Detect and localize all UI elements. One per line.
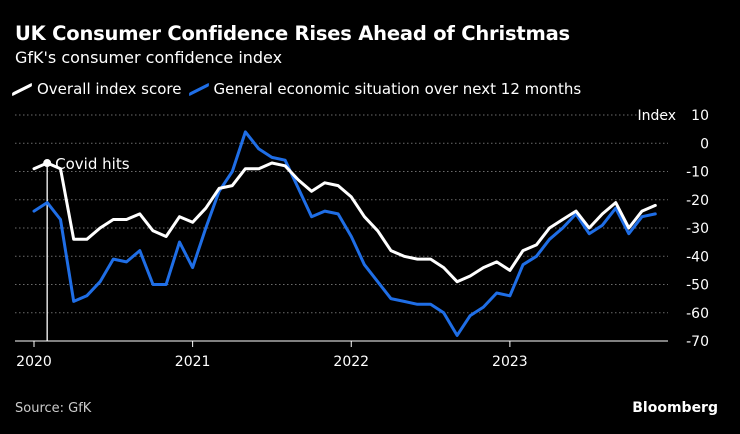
y-tick-label: -20 [686, 193, 709, 209]
series-line-overall [32, 161, 657, 284]
annotation-label: Covid hits [55, 155, 130, 173]
source-note: Source: GfK [15, 401, 92, 416]
grid-layer [15, 114, 668, 314]
y-tick-label: -70 [686, 334, 709, 350]
y-tick-label: 0 [700, 136, 709, 152]
y-axis-title: Index [637, 108, 676, 124]
series-line-general [32, 130, 657, 337]
x-tick-label: 2022 [333, 354, 369, 370]
x-tick-label: 2021 [175, 354, 211, 370]
chart-subtitle: GfK's consumer confidence index [15, 48, 283, 67]
y-tick-label: -50 [686, 278, 709, 294]
y-tick-label: -30 [686, 221, 709, 237]
bloomberg-logo: Bloomberg [632, 400, 718, 416]
x-tick-label: 2020 [16, 354, 52, 370]
legend-label-overall: Overall index score [37, 80, 182, 98]
y-tick-label: -10 [686, 165, 709, 181]
chart-title: UK Consumer Confidence Rises Ahead of Ch… [15, 22, 570, 45]
label-layer: 10 0 -10 -20 -30 -40 -50 -60 -70 Index 2020 2021 202… [16, 108, 709, 370]
axis-layer [15, 340, 668, 347]
legend-label-general: General economic situation over next 12 … [213, 80, 582, 98]
y-tick-label: 10 [691, 108, 709, 124]
legend: Overall index score General economic sit… [12, 80, 591, 98]
x-tick-label: 2023 [492, 354, 528, 370]
series-layer [32, 130, 657, 337]
legend-item-general: General economic situation over next 12 … [188, 80, 582, 98]
y-tick-label: -40 [686, 249, 709, 265]
legend-item-overall: Overall index score [12, 80, 182, 98]
y-tick-label: -60 [686, 306, 709, 322]
